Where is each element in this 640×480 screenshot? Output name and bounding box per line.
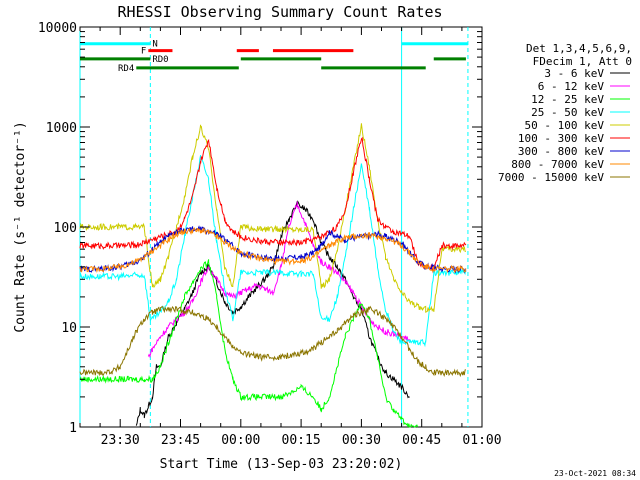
legend-label-7000-15000-kev: 7000 - 15000 keV (498, 171, 604, 184)
series-line-6-12-kev (147, 201, 410, 359)
y-tick-label-10: 10 (61, 321, 77, 336)
y-tick-label-1000: 1000 (46, 121, 77, 136)
legend-header-0: Det 1,3,4,5,6,9, (526, 42, 632, 55)
axis-ticks: 23:30 23:45 00:00 00:15 00:30 00:45 01:00 1 10 10… (38, 21, 502, 448)
x-tick-label-00-15: 00:15 (282, 433, 321, 448)
legend-header-1: FDecim 1, Att 0 (533, 55, 632, 68)
y-tick-label-10000: 10000 (38, 21, 77, 36)
series-line-800-7000-kev (79, 226, 467, 274)
x-tick-label-01-00: 01:00 (462, 433, 501, 448)
legend-label-50-100-kev: 50 - 100 keV (525, 119, 605, 132)
flag-label-rd0: RD0 (152, 55, 168, 65)
x-tick-label-00-45: 00:45 (402, 433, 441, 448)
legend-label-25-50-kev: 25 - 50 keV (531, 106, 604, 119)
legend-label-3-6-kev: 3 - 6 keV (544, 67, 604, 80)
timestamp: 23-Oct-2021 08:34 (554, 469, 636, 478)
vertical-lines (79, 27, 469, 427)
chart-title: RHESSI Observing Summary Count Rates (117, 3, 442, 21)
series-line-7000-15000-kev (79, 305, 466, 378)
x-tick-label-23-45: 23:45 (161, 433, 200, 448)
legend-label-12-25-kev: 12 - 25 keV (531, 93, 604, 106)
legend-label-6-12-kev: 6 - 12 keV (538, 80, 605, 93)
x-tick-label-00-00: 00:00 (221, 433, 260, 448)
x-axis-label: Start Time (13-Sep-03 23:20:02) (160, 457, 403, 472)
x-tick-label-00-30: 00:30 (342, 433, 381, 448)
y-tick-label-1: 1 (69, 421, 77, 436)
x-tick-label-23-30: 23:30 (101, 433, 140, 448)
flag-label-f: F (141, 47, 146, 57)
flag-label-rd4: RD4 (118, 64, 134, 74)
series-lines (79, 123, 467, 428)
legend-label-100-300-kev: 100 - 300 keV (518, 132, 604, 145)
legend-label-300-800-kev: 300 - 800 keV (518, 145, 604, 158)
y-axis-label: Count Rate (s⁻¹ detector⁻¹) (13, 121, 28, 332)
legend: Det 1,3,4,5,6,9,FDecim 1, Att 03 - 6 keV… (498, 42, 632, 184)
flag-label-n: N (152, 40, 157, 50)
series-line-25-50-kev (79, 155, 467, 348)
series-line-50-100-kev (79, 123, 466, 313)
legend-label-800-7000-kev: 800 - 7000 keV (511, 158, 604, 171)
series-line-100-300-kev (79, 136, 467, 274)
series-line-12-25-kev (79, 259, 419, 428)
flag-bars: NF RD0 RD4 (80, 40, 468, 74)
y-tick-label-100: 100 (54, 221, 77, 236)
